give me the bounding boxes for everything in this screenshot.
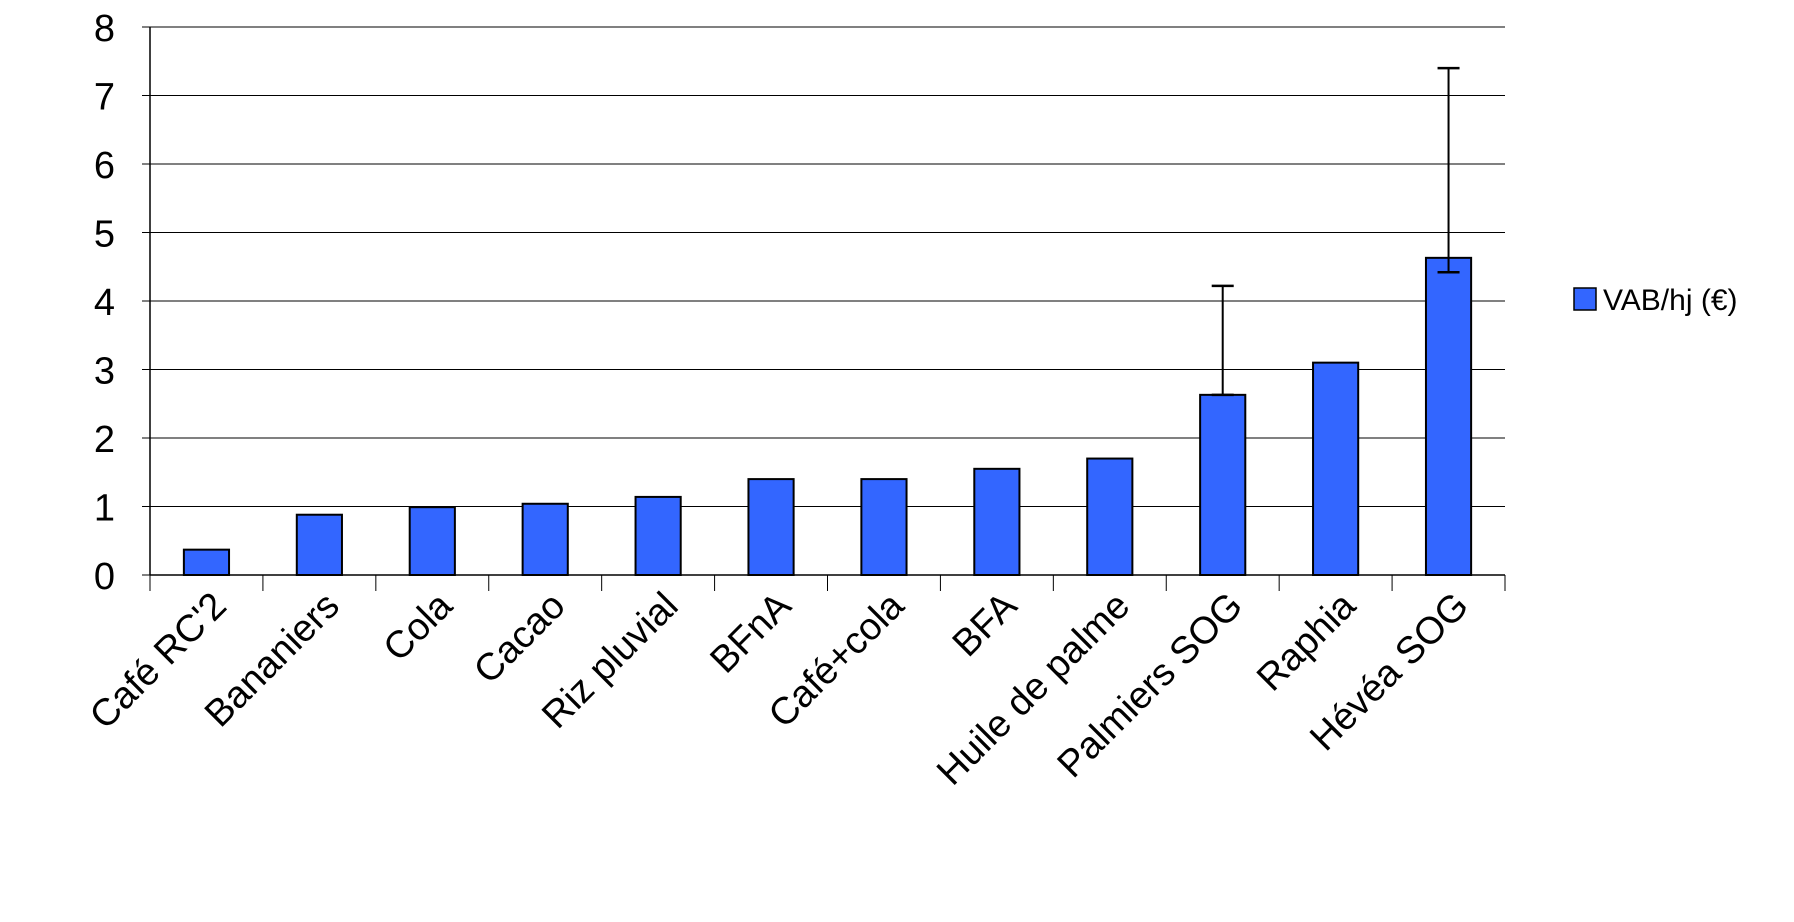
bars: [182, 256, 1473, 577]
bar: [408, 506, 456, 576]
error-bars: [1211, 66, 1460, 397]
bar: [860, 478, 908, 577]
x-tick-label: BFA: [945, 584, 1026, 665]
y-tick-label: 0: [94, 556, 115, 598]
bar: [1086, 457, 1134, 576]
bar: [1312, 361, 1360, 576]
x-tick-label: Cacao: [466, 585, 573, 692]
legend: VAB/hj (€): [1573, 284, 1738, 317]
bar: [747, 478, 795, 577]
axes: [149, 27, 1506, 591]
y-tick-label: 4: [94, 282, 115, 324]
y-tick-label: 2: [94, 419, 115, 461]
x-tick-label: Huile de palme: [929, 585, 1138, 794]
legend-swatch: [1573, 287, 1597, 311]
error-bar: [1437, 66, 1460, 274]
y-tick-label: 1: [94, 488, 115, 530]
bar: [973, 467, 1021, 577]
bar: [521, 502, 569, 577]
x-tick-label: Raphia: [1249, 584, 1364, 699]
y-axis-ticks: 0 1 2 3 4 5 6 7 8: [94, 8, 150, 598]
bar: [1424, 256, 1473, 576]
y-tick-label: 5: [94, 214, 115, 256]
y-tick-label: 7: [94, 77, 115, 119]
legend-label: VAB/hj (€): [1603, 284, 1738, 317]
grid-lines: [150, 26, 1505, 507]
bar: [182, 548, 231, 577]
y-tick-label: 3: [94, 351, 115, 393]
bar: [1199, 393, 1247, 576]
y-tick-label: 8: [94, 8, 115, 50]
y-tick-label: 6: [94, 145, 115, 187]
bar: [295, 513, 343, 576]
x-tick-label: BFnA: [702, 584, 799, 681]
x-tick-label: Cola: [376, 584, 462, 670]
bar: [634, 495, 682, 576]
error-bar: [1211, 284, 1234, 397]
